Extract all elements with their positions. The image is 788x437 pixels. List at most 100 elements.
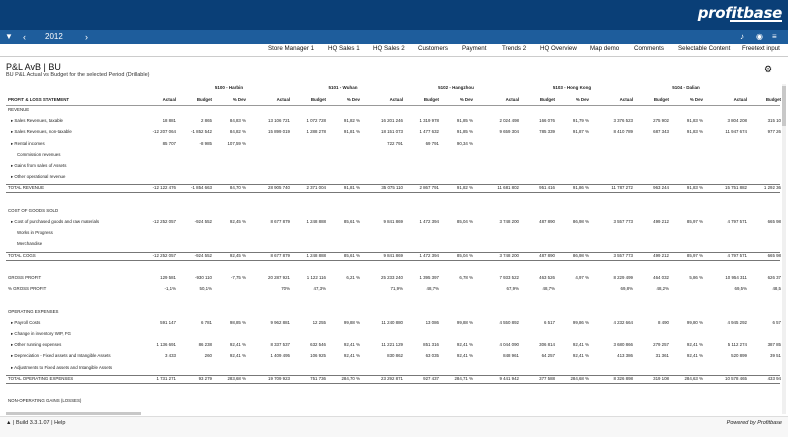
row-label[interactable]: ▸ Other operational revenue — [11, 174, 66, 180]
menu-selectable-content[interactable]: Selectable Content — [678, 45, 731, 52]
row-label[interactable]: ▸ Depreciation - Fixed assets and Intang… — [11, 353, 111, 359]
menu-store-manager-1[interactable]: Store Manager 1 — [268, 45, 315, 52]
table-cell: -1 854 663 — [191, 185, 212, 191]
row-label: Works in Progress — [17, 230, 53, 236]
table-cell: 2 024 498 — [499, 118, 519, 124]
bell-icon[interactable]: ♪ — [740, 32, 744, 41]
table-cell: 3 748 200 — [499, 252, 519, 258]
table-cell: -924 552 — [194, 219, 212, 224]
row-label[interactable]: ▸ Payroll Costs — [11, 319, 41, 325]
table-cell: 13 106 721 — [268, 118, 290, 124]
row-label[interactable]: ▸ Sales Revenues, non-taxable — [11, 129, 72, 135]
row-label[interactable]: ▸ Sales Revenues, taxable — [11, 118, 63, 124]
table-cell: 8 229 499 — [613, 275, 633, 280]
table-cell: 8 490 — [658, 319, 669, 325]
row-label[interactable]: ▸ Rental incomes — [11, 140, 45, 146]
table-cell: 1 122 116 — [306, 275, 326, 280]
table-cell: 39 51 — [770, 353, 781, 359]
column-header: % Dev — [459, 97, 473, 102]
table-cell: 11 681 802 — [497, 185, 519, 191]
table-cell: 18 151 073 — [381, 129, 403, 135]
table-cell: 1 395 397 — [419, 275, 439, 280]
menu-comments[interactable]: Comments — [634, 45, 664, 52]
table-cell: 315 10 — [767, 118, 781, 124]
table-cell: 92,41 % — [229, 353, 246, 359]
table-cell: 1 477 632 — [419, 129, 439, 135]
table-cell: 91,83 % — [686, 118, 703, 124]
menu-map-demo[interactable]: Map demo — [590, 45, 620, 52]
menu-icon[interactable]: ≡ — [772, 32, 777, 41]
build-info[interactable]: | Build 3.3.1.07 | Help — [12, 420, 66, 426]
table-cell: 35 075 110 — [381, 185, 403, 191]
table-cell: 92,41 % — [686, 342, 703, 348]
table-cell: 91,81 % — [343, 129, 360, 135]
table-cell: 86 238 — [198, 342, 212, 348]
row-label[interactable]: ▸ Cost of purchased goods and raw materi… — [11, 219, 100, 224]
filter-icon[interactable]: ▼ — [5, 32, 13, 41]
next-period-button[interactable]: › — [85, 32, 88, 42]
table-cell: 499 212 — [653, 219, 669, 224]
table-cell: 86,98 % — [572, 219, 589, 224]
unit-header: 5102 - Hangzhou — [438, 85, 474, 90]
row-label[interactable]: ▸ Other running expenses — [11, 342, 62, 348]
menu-freetext-input[interactable]: Freetext input — [742, 45, 780, 52]
row-label[interactable]: ▸ Adjustments to Fixed assets and Intang… — [11, 364, 113, 370]
column-header: % Dev — [575, 97, 589, 102]
table-cell: 951 416 — [539, 185, 555, 191]
table-cell: 69 791 — [425, 140, 439, 146]
table-cell: 91,85 % — [456, 118, 473, 124]
table-cell: 11 221 129 — [381, 342, 403, 348]
table-cell: 6,78 % — [459, 275, 473, 280]
row-label[interactable]: ▸ Gains from sales of Assets — [11, 163, 67, 168]
user-icon[interactable]: ◉ — [756, 32, 763, 41]
vertical-scrollbar[interactable] — [782, 84, 786, 414]
row-label: Merchandise — [17, 241, 43, 247]
table-cell: 1 136 691 — [156, 342, 176, 348]
menu-trends-2[interactable]: Trends 2 — [502, 45, 527, 52]
column-header: Budget — [423, 97, 439, 102]
table-cell: 4 797 571 — [727, 252, 747, 258]
table-cell: 19 709 923 — [268, 375, 290, 381]
table-cell: 306 814 — [539, 342, 555, 348]
table-cell: 963 244 — [653, 185, 669, 191]
table-cell: 31 361 — [655, 353, 669, 359]
table-cell: 84,70 % — [229, 185, 246, 191]
table-cell: 433 94 — [767, 375, 781, 381]
prev-period-button[interactable]: ‹ — [23, 32, 26, 42]
gear-icon[interactable]: ⚙ — [764, 64, 773, 74]
table-cell: 10 954 311 — [725, 275, 747, 280]
menu-payment[interactable]: Payment — [462, 45, 487, 52]
row-label: TOTAL REVENUE — [8, 185, 45, 191]
table-cell: 11 240 880 — [381, 319, 403, 325]
row-label[interactable]: ▸ Change in inventory WIP, FG — [11, 331, 71, 336]
table-cell: 626 37 — [767, 275, 781, 280]
table-cell: 665 98 — [767, 219, 781, 224]
vertical-scroll-thumb[interactable] — [782, 86, 786, 126]
menu-hq-sales-2[interactable]: HQ Sales 2 — [373, 45, 405, 52]
table-cell: 15 899 019 — [268, 129, 290, 135]
table-cell: 85 707 — [162, 140, 176, 146]
horizontal-scroll-thumb[interactable] — [6, 412, 141, 415]
table-cell: 275 902 — [653, 118, 669, 124]
total-divider — [6, 192, 780, 194]
table-cell: 86,98 % — [572, 252, 589, 258]
table-cell: 70% — [281, 286, 290, 292]
table-cell: 464 032 — [653, 275, 669, 280]
table-cell: 71,9% — [390, 286, 403, 292]
menu-customers[interactable]: Customers — [418, 45, 448, 52]
table-cell: 413 386 — [617, 353, 633, 359]
table-cell: 91,79 % — [572, 118, 589, 124]
menu-hq-sales-1[interactable]: HQ Sales 1 — [328, 45, 360, 52]
table-cell: 4,97 % — [575, 275, 589, 280]
table-cell: 687 343 — [653, 129, 669, 135]
table-cell: 927 437 — [423, 375, 439, 381]
table-cell: 8 677 879 — [270, 252, 290, 258]
year-selector[interactable]: 2012 — [45, 32, 63, 41]
menu-hq-overview[interactable]: HQ Overview — [540, 45, 577, 52]
row-label: COST OF GOODS SOLD — [8, 207, 59, 213]
table-cell: 279 257 — [653, 342, 669, 348]
table-cell: 3 433 — [165, 353, 176, 359]
column-header: Budget — [196, 97, 212, 102]
table-cell: -8 985 — [199, 140, 212, 146]
table-cell: 98,85 % — [229, 319, 246, 325]
